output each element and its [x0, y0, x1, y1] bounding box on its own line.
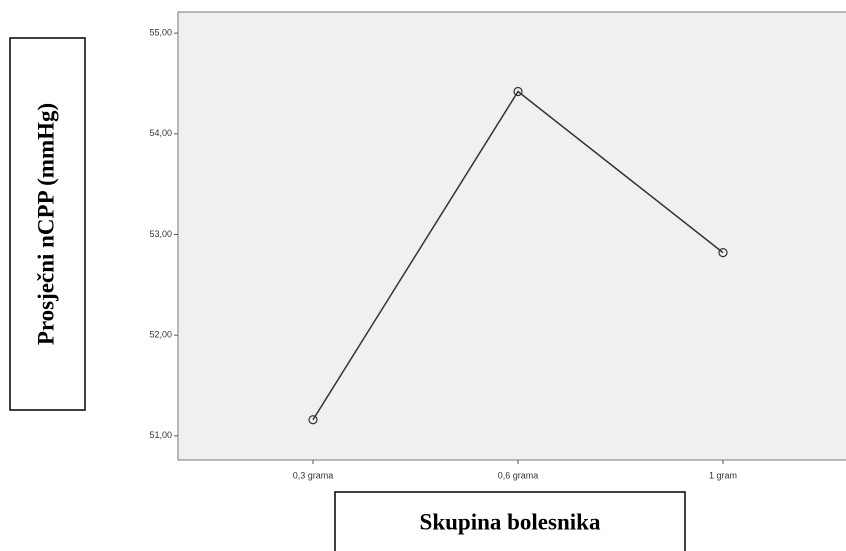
y-tick-label: 51,00 [149, 430, 172, 440]
data-line [312, 90, 724, 421]
data-point [513, 86, 523, 97]
x-tick-label: 1 gram [709, 470, 737, 480]
y-axis-label: Prosječni nCPP (mmHg) [33, 103, 58, 345]
y-tick-label: 54,00 [149, 128, 172, 138]
data-point [308, 415, 318, 425]
y-tick-label: 52,00 [149, 330, 172, 340]
x-axis-label: Skupina bolesnika [420, 509, 601, 534]
x-tick-label: 0,3 grama [293, 470, 334, 480]
y-tick-label: 53,00 [149, 229, 172, 239]
data-point [718, 248, 728, 258]
x-label-box [334, 491, 686, 551]
y-label-box [9, 37, 86, 411]
y-tick-label: 55,00 [149, 28, 172, 38]
plot-area [177, 11, 846, 461]
x-tick-label: 0,6 grama [498, 470, 539, 480]
